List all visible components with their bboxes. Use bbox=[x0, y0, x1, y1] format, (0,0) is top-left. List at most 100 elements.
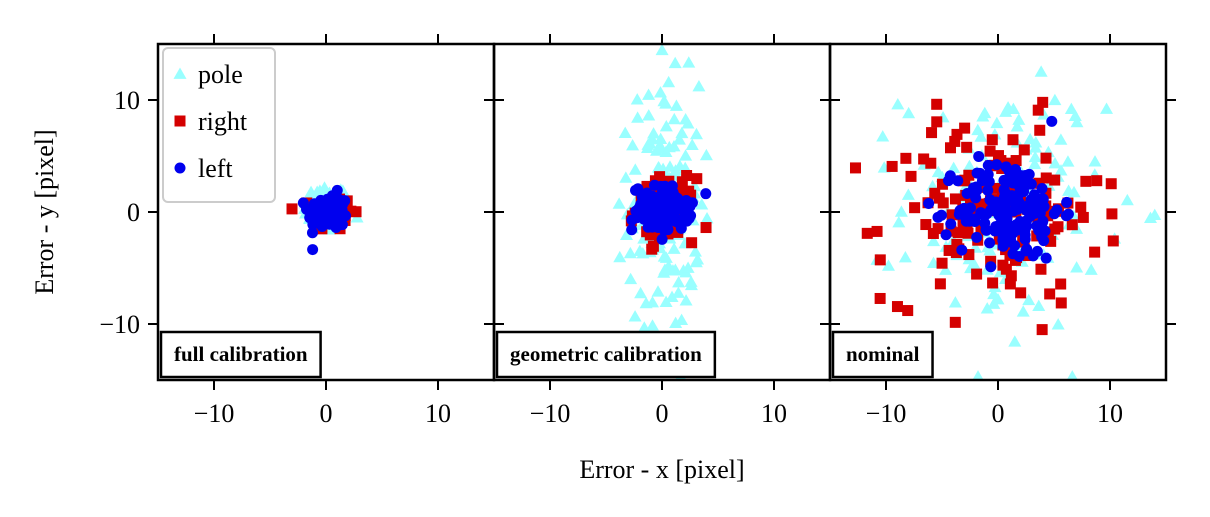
point-right bbox=[929, 187, 941, 199]
point-pole bbox=[947, 161, 961, 173]
point-right bbox=[926, 127, 938, 139]
point-right bbox=[946, 209, 958, 221]
point-pole bbox=[1008, 335, 1022, 347]
point-pole bbox=[663, 160, 677, 172]
point-right bbox=[918, 153, 930, 165]
point-pole bbox=[623, 246, 637, 259]
y-tick-label: −10 bbox=[99, 310, 140, 339]
point-left bbox=[1002, 236, 1014, 248]
point-left bbox=[1020, 245, 1032, 257]
point-right bbox=[663, 175, 675, 187]
point-pole bbox=[669, 164, 683, 176]
point-left bbox=[656, 233, 668, 245]
point-right bbox=[686, 237, 698, 249]
point-left bbox=[307, 244, 319, 256]
point-right bbox=[849, 162, 861, 174]
point-pole bbox=[1048, 93, 1062, 106]
point-left bbox=[1006, 169, 1018, 181]
point-right bbox=[931, 98, 943, 110]
point-right bbox=[949, 135, 961, 147]
point-left bbox=[678, 212, 690, 224]
point-left bbox=[1031, 245, 1043, 257]
point-right bbox=[1033, 177, 1045, 189]
point-pole bbox=[653, 86, 667, 98]
point-right bbox=[925, 157, 937, 169]
point-right bbox=[1040, 187, 1052, 199]
point-right bbox=[1066, 219, 1078, 231]
legend-label-left: left bbox=[198, 154, 233, 183]
point-pole bbox=[1144, 211, 1158, 223]
point-pole bbox=[628, 310, 642, 322]
point-pole bbox=[931, 165, 945, 178]
point-right bbox=[950, 247, 962, 259]
point-right bbox=[691, 173, 703, 185]
point-right bbox=[1007, 134, 1019, 146]
point-right bbox=[934, 278, 946, 290]
point-pole bbox=[672, 133, 686, 145]
point-right bbox=[971, 268, 983, 280]
point-right bbox=[952, 227, 964, 239]
point-right bbox=[1010, 155, 1022, 167]
point-left bbox=[1019, 233, 1031, 245]
point-right bbox=[1044, 288, 1056, 300]
point-pole bbox=[310, 185, 324, 197]
point-pole bbox=[1120, 193, 1134, 206]
point-pole bbox=[657, 94, 671, 107]
point-pole bbox=[654, 132, 668, 144]
point-right bbox=[1042, 210, 1054, 222]
y-tick-label: 0 bbox=[127, 198, 140, 227]
point-left bbox=[646, 221, 658, 233]
point-left bbox=[932, 211, 944, 223]
x-tick-label: 10 bbox=[1097, 399, 1123, 428]
point-left bbox=[337, 198, 349, 210]
point-pole bbox=[634, 286, 648, 299]
point-right bbox=[937, 197, 949, 209]
point-pole bbox=[662, 75, 676, 88]
point-left bbox=[980, 223, 992, 235]
point-pole bbox=[1070, 115, 1084, 128]
point-pole bbox=[962, 159, 976, 172]
point-pole bbox=[626, 139, 640, 151]
point-left bbox=[1008, 205, 1020, 217]
point-right bbox=[891, 301, 903, 313]
point-pole bbox=[667, 242, 681, 254]
point-left bbox=[306, 227, 318, 239]
point-right bbox=[1035, 263, 1047, 275]
point-pole bbox=[971, 123, 985, 136]
x-tick-label: 10 bbox=[761, 399, 787, 428]
point-right bbox=[1032, 104, 1044, 116]
x-tick-label: −10 bbox=[530, 399, 571, 428]
point-pole bbox=[628, 163, 642, 175]
point-right bbox=[1091, 175, 1103, 187]
point-pole bbox=[682, 56, 696, 68]
point-pole bbox=[668, 56, 682, 69]
point-pole bbox=[679, 112, 693, 125]
point-pole bbox=[612, 197, 626, 209]
panel-1: −10 0 10 −10 0 10 full calibration bbox=[99, 34, 496, 428]
point-pole bbox=[620, 228, 634, 240]
point-left bbox=[1036, 182, 1048, 194]
x-tick-label: 0 bbox=[656, 399, 669, 428]
point-pole bbox=[1029, 136, 1043, 148]
point-right bbox=[951, 128, 963, 140]
point-right bbox=[963, 249, 975, 261]
point-right bbox=[959, 122, 971, 134]
point-right bbox=[861, 227, 873, 239]
point-pole bbox=[675, 313, 689, 326]
point-pole bbox=[689, 127, 703, 140]
point-left bbox=[333, 209, 345, 221]
point-pole bbox=[695, 198, 709, 210]
point-pole bbox=[650, 144, 664, 156]
panel-3: −10 0 10 nominal bbox=[820, 34, 1176, 428]
point-left bbox=[998, 174, 1010, 186]
point-right bbox=[973, 198, 985, 210]
legend: pole right left bbox=[162, 47, 276, 203]
point-right bbox=[644, 229, 656, 241]
point-pole bbox=[671, 286, 685, 298]
point-pole bbox=[688, 245, 702, 257]
point-left bbox=[1039, 225, 1051, 237]
point-right bbox=[646, 243, 658, 255]
point-pole bbox=[881, 259, 895, 271]
point-pole bbox=[1064, 102, 1078, 115]
point-right bbox=[681, 169, 693, 181]
